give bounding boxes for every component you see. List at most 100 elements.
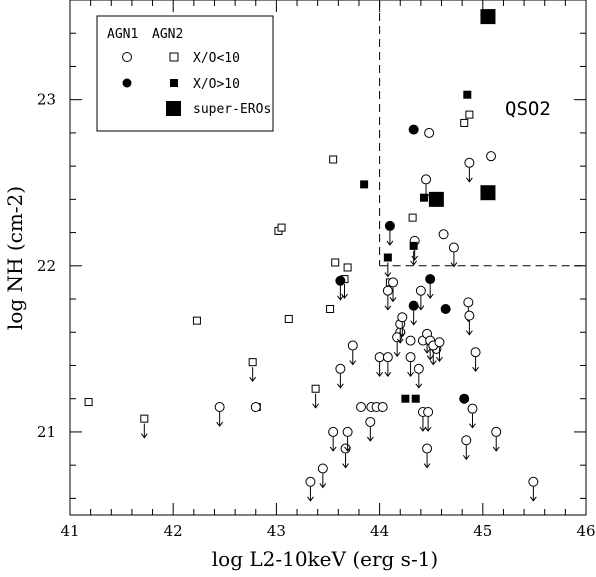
agn2-open-square-point xyxy=(465,110,474,119)
agn2-open-square-upper-limit-point xyxy=(140,414,149,423)
x-tick-label: 41 xyxy=(60,522,79,540)
agn1-open-circle-upper-limit-point xyxy=(434,337,445,348)
agn2-open-square-point xyxy=(329,155,338,164)
upper-limit-arrowhead xyxy=(411,255,419,261)
agn1-open-circle-upper-limit-point xyxy=(365,416,376,427)
agn1-open-circle-upper-limit-point xyxy=(491,426,502,437)
agn1-open-circle-upper-limit-point xyxy=(413,363,424,374)
agn1-open-circle-upper-limit-point xyxy=(461,435,472,446)
agn1-open-circle-upper-limit-point xyxy=(448,242,459,253)
upper-limit-arrowhead xyxy=(398,332,406,338)
legend-marker-filled-circle xyxy=(122,78,132,88)
agn2-open-square-point xyxy=(277,223,286,232)
x-tick-label: 43 xyxy=(267,522,286,540)
legend-row-high: X/O>10 xyxy=(193,77,240,92)
agn1-filled-circle-point xyxy=(459,393,470,404)
agn1-open-circle-upper-limit-point xyxy=(422,443,433,454)
upper-limit-arrowhead xyxy=(384,272,392,278)
upper-limit-arrowhead xyxy=(366,436,374,442)
upper-limit-arrowhead xyxy=(349,360,357,366)
agn1-filled-circle-upper-limit-point xyxy=(335,275,346,286)
agn1-open-circle-point xyxy=(377,402,388,413)
agn1-open-circle-upper-limit-point xyxy=(421,174,432,185)
upper-limit-arrowhead xyxy=(426,293,434,299)
legend-marker-open-circle xyxy=(122,52,132,62)
agn1-filled-circle-upper-limit-point xyxy=(408,300,419,311)
agn1-filled-circle-point xyxy=(408,124,419,135)
upper-limit-arrowhead xyxy=(472,366,479,373)
y-tick-label: 21 xyxy=(37,423,56,441)
upper-limit-arrowhead xyxy=(312,403,320,409)
agn1-open-circle-point xyxy=(250,402,261,413)
legend-row-super: super-EROs xyxy=(193,102,271,117)
agn1-open-circle-upper-limit-point xyxy=(470,347,481,358)
upper-limit-arrowhead xyxy=(376,371,384,378)
upper-limit-arrowhead xyxy=(429,360,437,366)
upper-limit-arrowhead xyxy=(469,423,476,429)
y-axis-title: log NH (cm-2) xyxy=(3,186,27,330)
agn2-open-square-point xyxy=(192,316,201,325)
plot-frame xyxy=(69,0,587,516)
agn1-open-circle-upper-limit-point xyxy=(467,403,478,414)
upper-limit-arrowhead xyxy=(329,446,337,452)
super-ero-point xyxy=(428,191,444,207)
agn1-open-circle-upper-limit-point xyxy=(214,402,225,413)
upper-limit-arrowhead xyxy=(465,177,473,183)
y-tick-label: 22 xyxy=(37,257,56,275)
agn1-open-circle-upper-limit-point xyxy=(528,476,539,487)
agn1-open-circle-upper-limit-point xyxy=(342,426,353,437)
agn1-open-circle-upper-limit-point xyxy=(415,285,426,296)
upper-limit-arrowhead xyxy=(216,421,224,427)
x-tick-label: 44 xyxy=(370,522,389,540)
upper-limit-arrowhead xyxy=(384,305,392,311)
agn1-open-circle-point xyxy=(486,151,497,162)
upper-limit-arrowhead xyxy=(465,330,473,336)
upper-limit-arrowhead xyxy=(389,297,397,303)
upper-limit-arrowhead xyxy=(407,371,414,378)
agn1-open-circle-upper-limit-point xyxy=(388,277,399,288)
upper-limit-arrowhead xyxy=(410,260,418,266)
upper-limit-arrowhead xyxy=(417,305,425,311)
upper-limit-arrowhead xyxy=(424,426,432,432)
y-tick-label: 23 xyxy=(37,91,56,109)
agn1-open-circle-upper-limit-point xyxy=(464,157,475,168)
agn1-open-circle-upper-limit-point xyxy=(335,363,346,374)
upper-limit-arrowhead xyxy=(410,320,418,326)
data-points xyxy=(84,9,539,502)
agn1-open-circle-upper-limit-point xyxy=(397,312,408,323)
agn2-open-square-point xyxy=(460,118,469,127)
agn1-open-circle-upper-limit-point xyxy=(305,476,316,487)
agn2-open-square-point xyxy=(284,314,293,323)
upper-limit-arrowhead xyxy=(249,376,257,382)
upper-limit-arrowhead xyxy=(415,383,423,389)
legend-box xyxy=(96,15,274,132)
x-axis-title: log L2-10keV (erg s-1) xyxy=(212,547,438,571)
legend-marker-open-square xyxy=(169,52,179,62)
upper-limit-arrowhead xyxy=(384,371,392,378)
upper-limit-arrowhead xyxy=(393,351,401,358)
upper-limit-arrowhead xyxy=(342,463,349,469)
upper-limit-arrowhead xyxy=(423,348,431,354)
agn1-open-circle-upper-limit-point xyxy=(382,285,393,296)
agn1-open-circle-upper-limit-point xyxy=(347,340,358,351)
agn1-open-circle-point xyxy=(438,229,449,240)
upper-limit-arrowhead xyxy=(319,483,327,489)
upper-limit-arrowhead xyxy=(423,463,431,469)
agn1-open-circle-upper-limit-point xyxy=(328,426,339,437)
upper-limit-arrowhead xyxy=(344,446,352,452)
agn2-filled-square-upper-limit-point xyxy=(409,241,418,250)
upper-limit-arrowhead xyxy=(462,454,470,461)
agn1-open-circle-upper-limit-point xyxy=(392,332,403,343)
agn2-open-square-upper-limit-point xyxy=(248,358,257,367)
agn2-filled-square-upper-limit-point xyxy=(383,253,392,262)
agn1-open-circle-upper-limit-point xyxy=(463,297,474,308)
agn1-open-circle-upper-limit-point xyxy=(464,310,475,321)
agn2-open-square-point xyxy=(84,398,93,407)
legend-row-low: X/O<10 xyxy=(193,51,240,66)
agn2-open-square-point xyxy=(326,305,335,313)
upper-limit-arrowhead xyxy=(386,240,394,246)
agn1-open-circle-upper-limit-point xyxy=(317,463,328,474)
upper-limit-arrowhead xyxy=(492,446,500,452)
agn1-open-circle-upper-limit-point xyxy=(405,352,416,363)
